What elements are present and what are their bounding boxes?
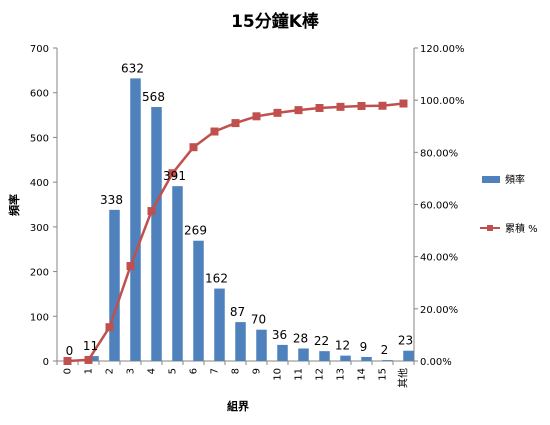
legend-line-marker <box>487 225 493 231</box>
bar <box>235 322 246 361</box>
bar-data-label: 338 <box>100 193 123 207</box>
x-tick-label: 9 <box>252 368 263 374</box>
bar-data-label: 632 <box>121 61 144 75</box>
line-marker <box>210 127 219 136</box>
y-tick-label: 300 <box>30 223 49 234</box>
x-tick-label: 其他 <box>397 368 410 388</box>
bar <box>277 344 288 361</box>
x-tick-label: 14 <box>357 368 368 381</box>
bar-data-label: 70 <box>251 313 266 327</box>
bar-data-label: 162 <box>205 272 228 286</box>
line-marker <box>189 143 198 152</box>
y-tick-label: 0 <box>43 357 49 368</box>
bar-data-label: 23 <box>398 334 413 348</box>
line-marker <box>399 99 408 108</box>
line-marker <box>84 355 93 364</box>
y-axis-title: 頻率 <box>7 194 21 216</box>
y2-tick-label: 0.00% <box>420 357 452 368</box>
bar <box>256 329 267 361</box>
bar <box>298 348 309 361</box>
legend-bar-label: 頻率 <box>505 173 525 186</box>
x-tick-label: 7 <box>210 368 221 374</box>
x-tick-label: 11 <box>294 368 305 381</box>
y2-tick-label: 80.00% <box>420 148 458 159</box>
bar <box>214 288 225 361</box>
line-marker <box>336 102 345 111</box>
line-marker <box>126 262 135 271</box>
line-marker <box>357 101 366 110</box>
bar <box>88 356 99 361</box>
x-tick-label: 10 <box>273 368 284 381</box>
line-marker <box>378 101 387 110</box>
bar <box>109 209 120 361</box>
bar <box>172 186 183 361</box>
x-tick-label: 8 <box>231 368 242 374</box>
line-marker <box>252 112 261 121</box>
bar-data-label: 2 <box>381 343 389 357</box>
legend: 頻率 累積 % <box>480 173 538 235</box>
legend-bar-swatch <box>482 176 500 183</box>
bar <box>361 356 372 361</box>
legend-line-label: 累積 % <box>505 222 538 235</box>
y-tick-label: 500 <box>30 133 49 144</box>
bar-data-label: 11 <box>83 339 98 353</box>
line-marker <box>168 169 177 178</box>
bar-data-label: 87 <box>230 305 245 319</box>
y2-tick-label: 40.00% <box>420 253 458 264</box>
y-tick-label: 400 <box>30 178 49 189</box>
y2-tick-label: 100.00% <box>420 96 465 107</box>
bar-data-label: 12 <box>335 339 350 353</box>
x-tick-label: 1 <box>84 368 95 374</box>
bar-data-label: 269 <box>184 224 207 238</box>
y-tick-label: 200 <box>30 268 49 279</box>
x-tick-label: 12 <box>315 368 326 381</box>
line-marker <box>105 323 114 332</box>
y2-tick-label: 20.00% <box>420 305 458 316</box>
x-tick-label: 2 <box>105 368 116 374</box>
bar-data-label: 9 <box>360 340 368 354</box>
line-marker <box>231 119 240 128</box>
bar <box>151 107 162 361</box>
chart-title: 15分鐘K棒 <box>231 11 320 32</box>
x-tick-label: 0 <box>63 368 74 374</box>
y-tick-label: 700 <box>30 44 49 55</box>
bar-data-label: 22 <box>314 334 329 348</box>
x-tick-label: 13 <box>336 368 347 381</box>
y2-tick-label: 120.00% <box>420 44 465 55</box>
bar <box>193 240 204 361</box>
bar-data-label: 36 <box>272 328 287 342</box>
bar <box>382 360 393 361</box>
x-tick-label: 3 <box>126 368 137 374</box>
y2-tick-label: 60.00% <box>420 201 458 212</box>
bar <box>319 351 330 361</box>
line-marker <box>315 103 324 112</box>
line-marker <box>273 108 282 117</box>
line-marker <box>147 207 156 216</box>
line-marker <box>63 357 72 365</box>
x-tick-label: 15 <box>378 368 389 381</box>
x-tick-label: 6 <box>189 368 200 374</box>
bar <box>403 350 414 361</box>
bar-data-label: 0 <box>66 344 74 358</box>
x-tick-label: 5 <box>168 368 179 374</box>
line-marker <box>294 106 303 115</box>
x-axis-title: 組界 <box>227 399 249 413</box>
y-tick-label: 100 <box>30 312 49 323</box>
bar-data-label: 28 <box>293 331 308 345</box>
y-tick-label: 600 <box>30 89 49 100</box>
bar-data-label: 391 <box>163 169 186 183</box>
bar-data-label: 568 <box>142 90 165 104</box>
plot-area: 01002003004005006007000.00%20.00%40.00%6… <box>30 44 465 388</box>
x-tick-label: 4 <box>147 368 158 374</box>
bar <box>130 78 141 362</box>
bar <box>340 355 351 361</box>
